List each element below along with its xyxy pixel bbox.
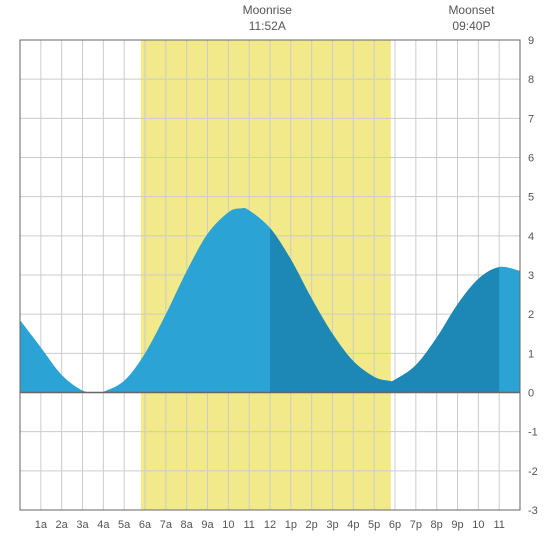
x-tick-label: 11 — [243, 519, 254, 531]
x-tick-label: 4a — [97, 519, 110, 531]
x-tick-label: 7a — [160, 519, 173, 531]
x-tick-label: 6p — [389, 519, 401, 531]
y-tick-label: -1 — [528, 427, 538, 439]
y-tick-label: 1 — [528, 348, 534, 360]
y-tick-label: -3 — [528, 505, 538, 517]
moonset-label: Moonset — [448, 3, 495, 17]
x-tick-label: 2p — [306, 519, 318, 531]
y-tick-label: 7 — [528, 113, 534, 125]
x-tick-label: 10 — [472, 519, 484, 531]
y-tick-label: -2 — [528, 466, 538, 478]
moonrise-time: 11:52A — [249, 19, 286, 33]
x-tick-label: 1p — [285, 519, 297, 531]
y-tick-label: 2 — [528, 309, 534, 321]
x-tick-label: 9a — [201, 519, 214, 531]
y-tick-label: 9 — [528, 35, 534, 47]
x-tick-label: 11 — [493, 519, 504, 531]
tide-chart-container: -3-2-101234567891a2a3a4a5a6a7a8a9a101112… — [0, 0, 550, 550]
y-tick-label: 8 — [528, 74, 534, 86]
x-tick-label: 6a — [139, 519, 152, 531]
x-tick-label: 2a — [56, 519, 69, 531]
tide-chart: -3-2-101234567891a2a3a4a5a6a7a8a9a101112… — [0, 0, 550, 550]
x-tick-label: 8a — [181, 519, 194, 531]
y-tick-label: 5 — [528, 192, 534, 204]
y-tick-label: 6 — [528, 153, 534, 165]
moonset-time: 09:40P — [452, 19, 490, 33]
y-tick-label: 4 — [528, 231, 534, 243]
x-tick-label: 4p — [347, 519, 359, 531]
x-tick-label: 9p — [451, 519, 463, 531]
x-tick-label: 7p — [410, 519, 422, 531]
x-tick-label: 5p — [368, 519, 380, 531]
x-tick-label: 1a — [35, 519, 48, 531]
x-tick-label: 3p — [326, 519, 338, 531]
x-tick-label: 3a — [76, 519, 89, 531]
x-tick-label: 10 — [222, 519, 234, 531]
y-tick-label: 0 — [528, 388, 534, 400]
x-tick-label: 8p — [431, 519, 443, 531]
x-tick-label: 5a — [118, 519, 131, 531]
tide-area-tail — [499, 267, 520, 393]
y-tick-label: 3 — [528, 270, 534, 282]
x-tick-label: 12 — [264, 519, 276, 531]
moonrise-label: Moonrise — [243, 3, 293, 17]
